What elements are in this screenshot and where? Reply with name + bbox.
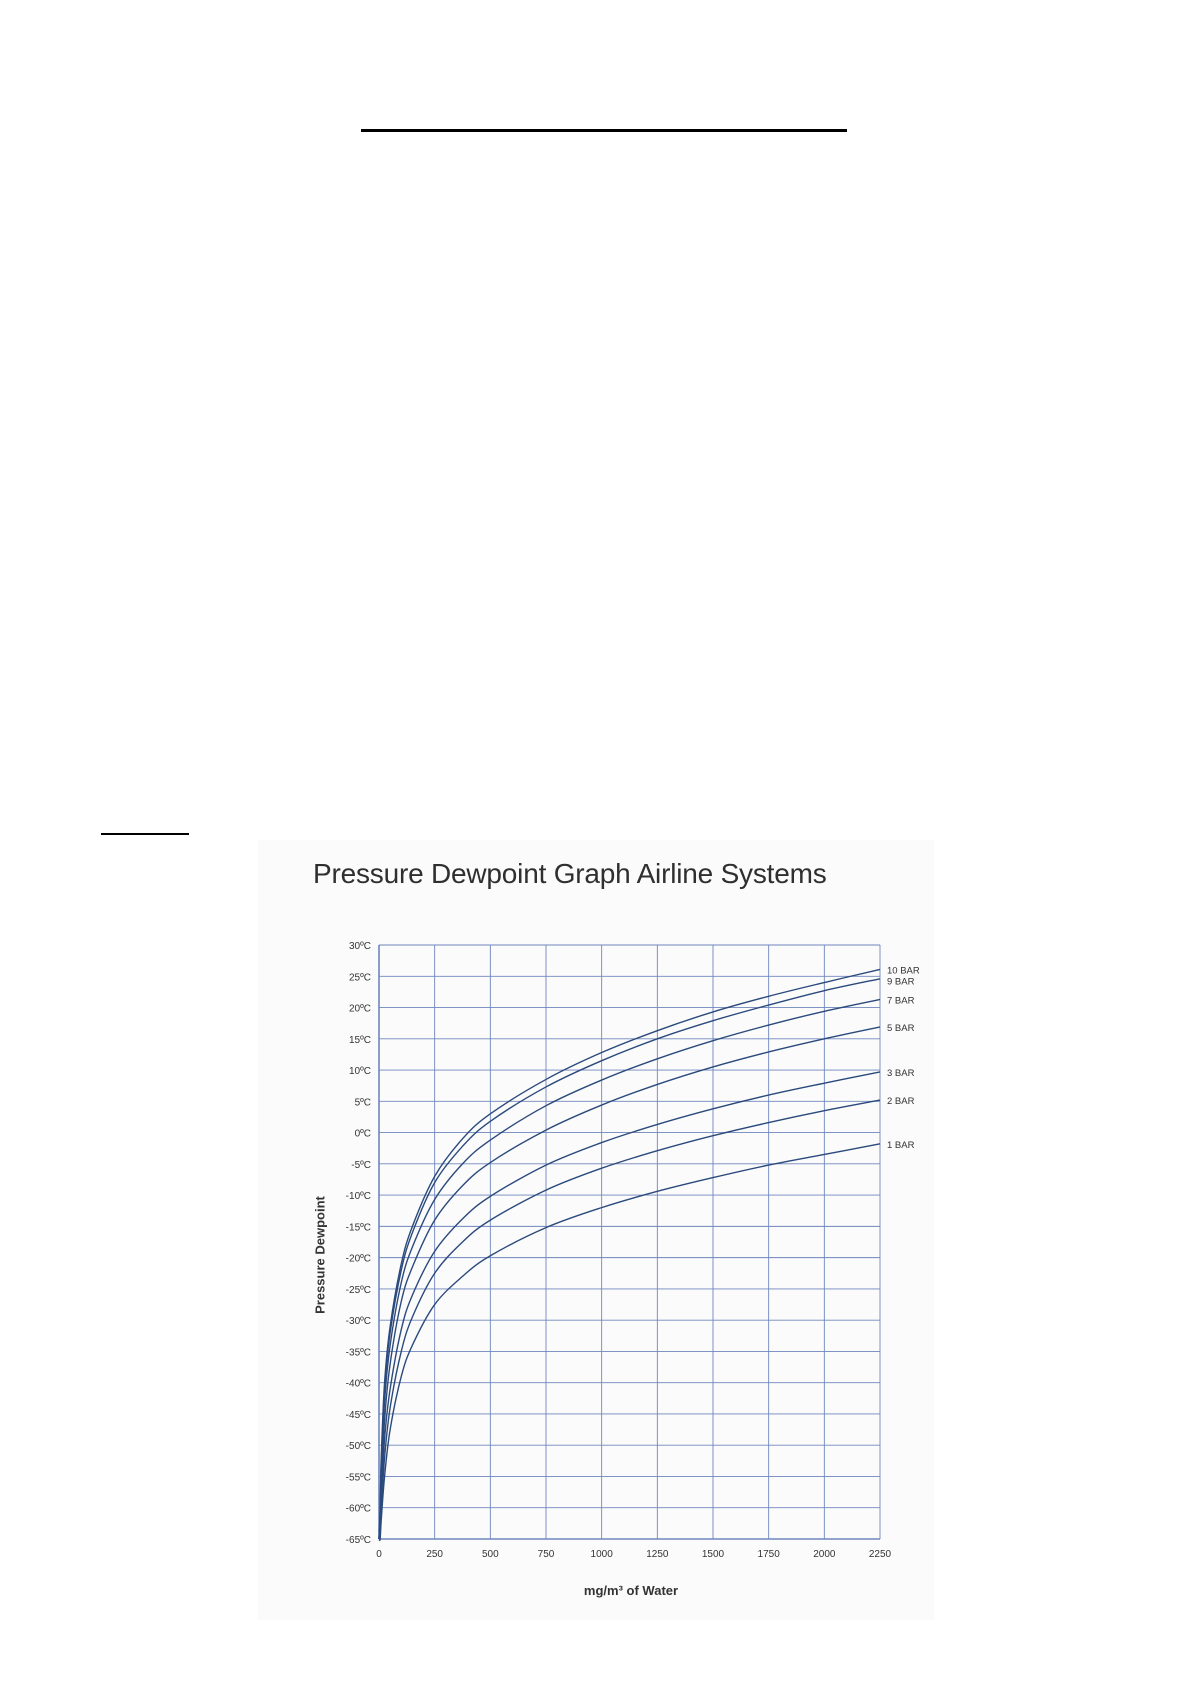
series-label-2-bar: 2 BAR — [887, 1096, 915, 1107]
series-label-7-bar: 7 BAR — [887, 995, 915, 1006]
series-line-1-bar — [378, 1143, 881, 1542]
series-label-1-bar: 1 BAR — [887, 1140, 915, 1151]
y-tick-label: -15ºC — [346, 1222, 371, 1233]
x-tick-label: 2000 — [813, 1549, 836, 1560]
series-line-9-bar — [378, 978, 881, 1540]
grid — [378, 944, 881, 1540]
header-rule — [361, 129, 847, 132]
section-rule — [101, 833, 189, 835]
x-tick-label: 1250 — [646, 1549, 669, 1560]
series-label-3-bar: 3 BAR — [887, 1068, 915, 1079]
x-tick-label: 1500 — [702, 1549, 725, 1560]
y-tick-label: -50ºC — [346, 1441, 371, 1452]
x-axis-label: mg/m³ of Water — [583, 1583, 679, 1598]
x-tick-label: 500 — [482, 1549, 499, 1560]
series-label-10-bar: 10 BAR — [887, 965, 920, 976]
y-tick-label: -30ºC — [346, 1316, 371, 1327]
series-lines — [378, 968, 881, 1542]
y-tick-label: -20ºC — [346, 1254, 371, 1265]
y-tick-label: 20ºC — [349, 1004, 371, 1015]
y-tick-label: -25ºC — [346, 1285, 371, 1296]
y-tick-label: 10ºC — [349, 1066, 371, 1077]
chart-title: Pressure Dewpoint Graph Airline Systems — [313, 858, 827, 889]
y-tick-label: -55ºC — [346, 1472, 371, 1483]
y-tick-label: 30ºC — [349, 941, 371, 952]
y-tick-label: -5ºC — [351, 1160, 371, 1171]
series-line-10-bar — [378, 968, 881, 1540]
series-label-9-bar: 9 BAR — [887, 976, 915, 987]
x-tick-label: 1000 — [591, 1549, 614, 1560]
series-line-5-bar — [378, 1026, 881, 1540]
chart-panel — [258, 840, 934, 1620]
series-line-2-bar — [378, 1099, 881, 1540]
y-tick-label: -40ºC — [346, 1379, 371, 1390]
y-tick-label: -10ºC — [346, 1191, 371, 1202]
x-tick-label: 2250 — [869, 1549, 892, 1560]
x-tick-label: 250 — [426, 1549, 443, 1560]
x-tick-label: 0 — [376, 1549, 382, 1560]
series-line-3-bar — [378, 1071, 881, 1540]
y-tick-label: -60ºC — [346, 1504, 371, 1515]
y-tick-label: -35ºC — [346, 1347, 371, 1358]
y-tick-label: 15ºC — [349, 1035, 371, 1046]
x-tick-label: 1750 — [758, 1549, 781, 1560]
y-tick-label: 25ºC — [349, 972, 371, 983]
x-tick-label: 750 — [538, 1549, 555, 1560]
series-label-5-bar: 5 BAR — [887, 1023, 915, 1034]
y-axis-label: Pressure Dewpoint — [312, 1196, 328, 1314]
series-line-7-bar — [378, 998, 881, 1540]
y-tick-label: 5ºC — [355, 1097, 371, 1108]
tick-labels: 0 250 500 750 1000 1250 1500 1750 2000 2250 30ºC 25… — [346, 941, 892, 1560]
y-tick-label: 0ºC — [355, 1129, 371, 1140]
y-tick-label: -45ºC — [346, 1410, 371, 1421]
y-tick-label: -65ºC — [346, 1535, 371, 1546]
